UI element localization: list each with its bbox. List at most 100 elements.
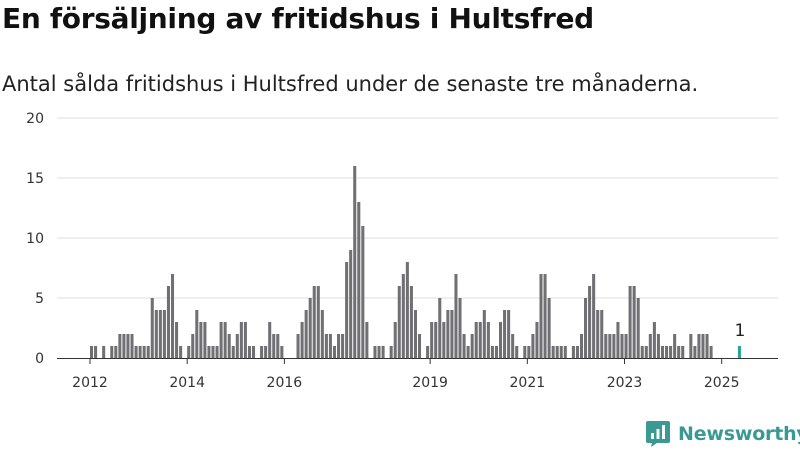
bar xyxy=(693,346,697,358)
bar xyxy=(142,346,146,358)
y-tick-label: 10 xyxy=(26,231,44,247)
x-tick-label: 2012 xyxy=(72,375,108,391)
tick-labels: 0 5 10 15 20 2012 2014 2016 2019 2021 2023 2025 1 xyxy=(26,111,745,391)
bar-chart: 0 5 10 15 20 2012 2014 2016 2019 2021 2023 2025 1 xyxy=(26,111,778,391)
bar xyxy=(665,346,669,358)
chart-subtitle: Antal sålda fritidshus i Hultsfred under… xyxy=(2,72,699,96)
bar xyxy=(652,322,656,358)
bar xyxy=(474,322,478,358)
bar xyxy=(381,346,385,358)
bar xyxy=(612,334,616,358)
bar xyxy=(304,310,308,358)
bar xyxy=(393,322,397,358)
bar xyxy=(130,334,134,358)
bar xyxy=(478,322,482,358)
bar xyxy=(426,346,430,358)
bar xyxy=(515,346,519,358)
bar xyxy=(324,334,328,358)
bar xyxy=(94,346,98,358)
y-tick-label: 5 xyxy=(35,291,44,307)
bar xyxy=(600,310,604,358)
x-tick-label: 2025 xyxy=(704,375,740,391)
bar xyxy=(146,346,150,358)
bar xyxy=(584,298,588,358)
x-tick-label: 2023 xyxy=(607,375,643,391)
bar xyxy=(579,334,584,358)
x-tick-label: 2014 xyxy=(169,375,205,391)
bar xyxy=(316,286,320,358)
bar xyxy=(673,334,677,358)
bar xyxy=(681,346,685,358)
bar xyxy=(592,274,596,358)
data-label: 1 xyxy=(735,321,746,341)
bar xyxy=(179,346,183,358)
bar xyxy=(701,334,705,358)
bar xyxy=(251,346,256,358)
bar xyxy=(114,346,118,358)
bar xyxy=(563,346,567,358)
bar xyxy=(276,334,280,358)
bar xyxy=(138,346,142,358)
bar xyxy=(401,274,405,358)
bar xyxy=(551,346,555,358)
bar xyxy=(296,334,300,358)
bar xyxy=(620,334,624,358)
bar xyxy=(207,346,211,358)
bar xyxy=(531,334,535,358)
bar xyxy=(353,166,357,358)
bar xyxy=(644,346,648,358)
bar xyxy=(268,322,272,358)
bar xyxy=(150,298,154,358)
bar xyxy=(231,346,235,358)
bar xyxy=(575,346,579,358)
bar xyxy=(458,298,462,358)
bar xyxy=(697,334,701,358)
bar xyxy=(624,334,628,358)
axes xyxy=(57,358,778,364)
y-tick-label: 0 xyxy=(35,351,44,367)
bar xyxy=(373,346,377,358)
bar xyxy=(535,322,539,358)
bar xyxy=(503,310,507,358)
bar xyxy=(660,346,665,358)
bar xyxy=(648,334,652,358)
bar xyxy=(709,346,713,358)
bar xyxy=(608,334,612,358)
bar xyxy=(187,346,191,358)
chart-title: En försäljning av fritidshus i Hultsfred xyxy=(2,2,594,35)
bar xyxy=(349,250,353,358)
bar xyxy=(211,346,215,358)
brand-name: Newsworthy xyxy=(678,423,800,445)
bar xyxy=(571,346,575,358)
bar xyxy=(122,334,126,358)
bar xyxy=(90,346,94,358)
bar xyxy=(559,346,563,358)
bar xyxy=(195,310,199,358)
bar xyxy=(345,262,349,358)
bar xyxy=(215,346,219,358)
bar xyxy=(511,334,515,358)
bar xyxy=(405,262,409,358)
bar xyxy=(118,334,122,358)
y-tick-label: 15 xyxy=(26,171,44,187)
bar xyxy=(247,346,251,358)
bar xyxy=(466,346,470,358)
bar xyxy=(170,274,175,358)
bar xyxy=(628,286,632,358)
bar xyxy=(199,322,203,358)
bar xyxy=(677,346,681,358)
x-tick-label: 2016 xyxy=(267,375,303,391)
bar xyxy=(337,334,341,358)
bar xyxy=(523,346,527,358)
bar xyxy=(446,310,450,358)
bar xyxy=(640,346,644,358)
bar xyxy=(280,346,284,358)
x-tick-label: 2019 xyxy=(412,375,448,391)
bar xyxy=(482,310,486,358)
bar xyxy=(669,346,673,358)
bar xyxy=(539,274,543,358)
bar xyxy=(361,226,365,358)
bar xyxy=(616,322,620,358)
bar xyxy=(494,346,498,358)
bar xyxy=(260,346,264,358)
